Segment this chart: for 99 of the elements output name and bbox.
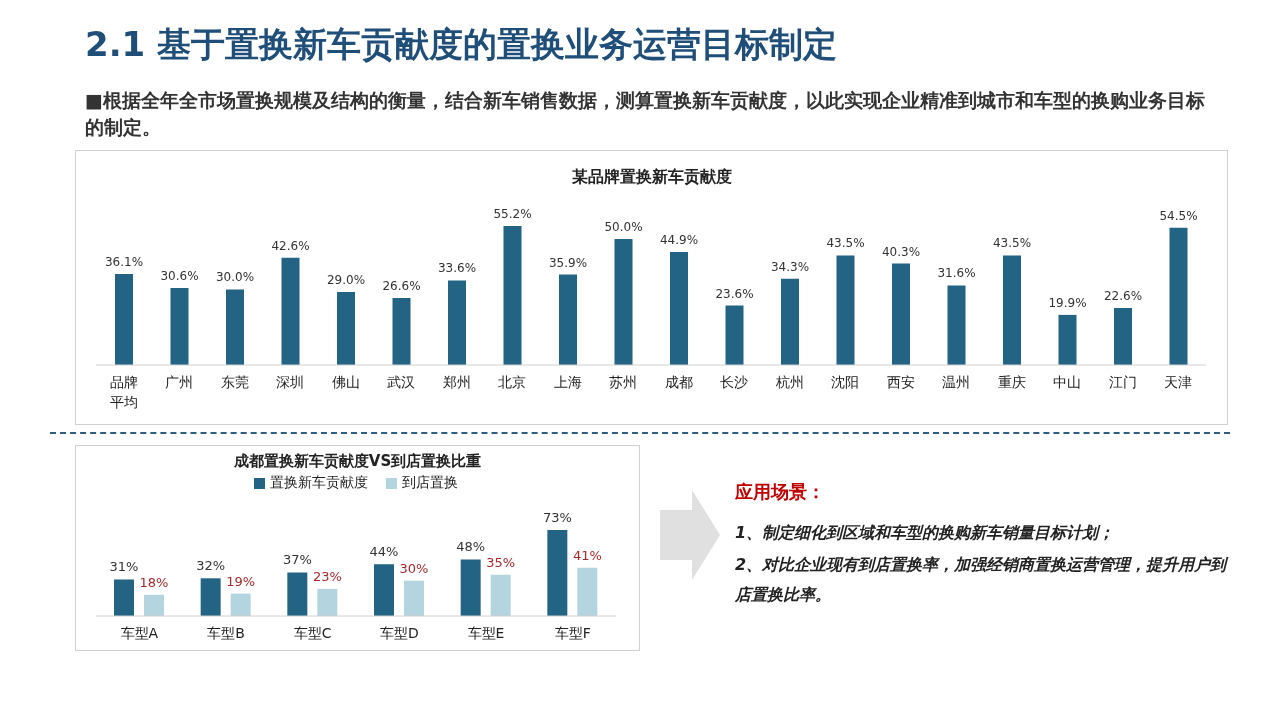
bar [670,251,688,365]
x-tick-label: 西安 [886,374,915,390]
text: ■根据全年全市场置换规模及结构的衡量，结合新车销售数据，测算置换新车贡献度，以此实现企业精准到城市和车型的换购业务目标的制定。 [85,88,1205,140]
data-label: 30% [399,560,429,576]
data-label: 35.9% [548,255,588,270]
x-tick-label: 上海 [553,374,582,390]
bar [230,593,251,616]
bar [226,289,244,365]
x-tick-label: 武汉 [387,374,416,390]
data-label: 50.0% [604,220,643,235]
text: 1、制定细化到区域和车型的换购新车销量目标计划； [735,522,1116,544]
data-label: 42.6% [271,238,310,253]
data-label: 35% [486,554,516,570]
chart-title: 某品牌置换新车贡献度 [570,167,733,188]
text: 2、对比企业现有到店置换率，加强经销商置换运营管理，提升用户到店置换比率。 [735,554,1230,606]
data-label: 30.0% [215,270,255,285]
x-tick-label: 车型D [379,625,419,641]
data-label: 36.1% [104,255,144,270]
data-label: 29.0% [326,272,366,287]
data-label: 34.3% [770,259,810,274]
bar [114,579,134,616]
bar [374,564,394,616]
data-label: 41% [572,547,602,563]
bar [115,274,133,365]
x-tick-label: 车型F [554,625,591,641]
x-tick-label: 车型A [120,625,159,641]
x-tick-label: 温州 [942,374,971,390]
x-tick-label: 北京 [498,374,527,390]
bar [404,580,424,616]
bar [836,255,855,365]
bar [1169,227,1188,365]
bar [490,574,511,616]
data-label: 31% [109,559,139,575]
x-tick-label: 杭州 [774,374,804,390]
bar [448,280,466,365]
x-tick-label: 江门 [1108,374,1137,390]
data-label: 26.6% [382,279,421,294]
bar [781,278,799,365]
data-label: 22.6% [1103,289,1143,304]
bar [1114,308,1132,365]
bar [577,567,598,616]
data-label: 44% [369,544,399,560]
x-tick-label: 佛山 [331,374,360,390]
x-tick-label: 品牌平均 [109,374,138,410]
x-tick-label: 重庆 [997,374,1026,390]
bar [170,287,189,365]
bar [725,305,744,365]
data-label: 43.5% [826,236,865,251]
data-label: 54.5% [1159,208,1198,223]
text: 应用场景： [735,480,826,504]
bar [1003,255,1021,365]
bar [392,298,411,365]
data-label: 19.9% [1048,295,1087,310]
chart-title: 成都置换新车贡献度VS到店置换比重 [232,452,483,471]
x-tick-label: 东莞 [220,374,249,390]
data-label: 30.6% [160,268,199,283]
text: 2.1 基于置换新车贡献度的置换业务运营目标制定 [85,23,838,66]
data-label: 44.9% [659,232,699,247]
data-label: 32% [196,558,226,574]
legend-label: 置换新车贡献度 [269,474,368,492]
x-tick-label: 长沙 [720,374,749,390]
data-label: 48% [456,539,486,555]
x-tick-label: 车型E [467,625,505,641]
x-tick-label: 车型C [293,625,332,641]
data-label: 43.5% [992,236,1032,251]
bar [1058,314,1077,365]
bar [287,572,308,616]
data-label: 73% [542,510,572,525]
legend-label: 到店置换 [401,474,458,492]
bar [337,291,355,365]
data-label: 18% [139,574,169,590]
bar [200,578,221,616]
x-tick-label: 苏州 [609,374,638,390]
bar [547,530,568,616]
data-label: 23.6% [715,286,754,301]
bar [559,274,577,365]
x-tick-label: 郑州 [442,374,471,390]
data-label: 40.3% [881,244,921,259]
x-tick-label: 成都 [664,374,693,390]
data-label: 31.6% [937,266,976,281]
bar [614,239,633,365]
bar [503,226,522,365]
x-tick-label: 深圳 [276,374,305,390]
bar [144,594,164,616]
data-label: 33.6% [437,261,477,276]
x-tick-label: 天津 [1164,374,1193,390]
bar [947,285,966,365]
data-label: 37% [282,552,312,568]
x-tick-label: 沈阳 [831,374,860,390]
bar [281,257,300,365]
bar [317,588,338,616]
bar [892,263,910,365]
data-label: 19% [226,573,256,589]
data-label: 23% [312,568,342,584]
x-tick-label: 广州 [165,374,194,390]
x-tick-label: 中山 [1053,374,1082,390]
x-tick-label: 车型B [207,625,245,641]
data-label: 55.2% [493,207,532,221]
bar [460,559,481,616]
